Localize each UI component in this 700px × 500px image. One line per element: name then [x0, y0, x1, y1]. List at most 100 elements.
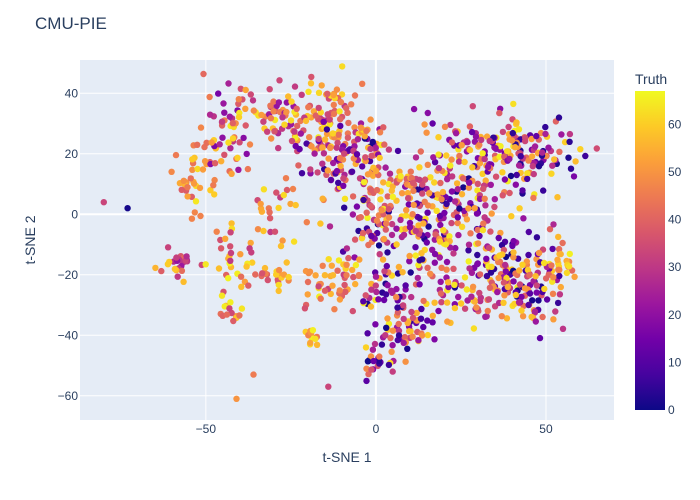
scatter-point[interactable] [307, 80, 315, 87]
scatter-point[interactable] [416, 215, 424, 222]
scatter-point[interactable] [225, 139, 232, 146]
scatter-point[interactable] [164, 244, 172, 251]
scatter-point[interactable] [496, 252, 503, 259]
scatter-point[interactable] [437, 290, 445, 297]
scatter-point[interactable] [201, 158, 209, 165]
scatter-point[interactable] [542, 123, 549, 131]
scatter-point[interactable] [187, 175, 194, 182]
scatter-point[interactable] [377, 196, 384, 203]
scatter-point[interactable] [511, 144, 519, 151]
scatter-point[interactable] [349, 211, 357, 218]
scatter-point[interactable] [463, 216, 471, 223]
scatter-point[interactable] [216, 141, 223, 148]
scatter-point[interactable] [351, 236, 359, 243]
scatter-point[interactable] [234, 154, 241, 161]
scatter-point[interactable] [368, 366, 375, 373]
scatter-point[interactable] [230, 317, 237, 325]
scatter-point[interactable] [570, 173, 578, 180]
scatter-point[interactable] [405, 201, 412, 208]
scatter-point[interactable] [259, 270, 266, 277]
scatter-point[interactable] [246, 141, 254, 148]
scatter-point[interactable] [431, 250, 439, 258]
scatter-point[interactable] [582, 152, 589, 160]
scatter-point[interactable] [369, 138, 376, 146]
scatter-point[interactable] [498, 313, 505, 320]
scatter-point[interactable] [321, 287, 329, 294]
scatter-point[interactable] [577, 146, 584, 153]
scatter-point[interactable] [311, 150, 318, 157]
scatter-point[interactable] [444, 318, 451, 325]
scatter-point[interactable] [436, 238, 444, 245]
scatter-point[interactable] [275, 266, 283, 274]
scatter-point[interactable] [247, 91, 254, 98]
scatter-point[interactable] [348, 168, 356, 175]
scatter-point[interactable] [512, 291, 520, 299]
scatter-point[interactable] [326, 116, 333, 123]
scatter-point[interactable] [365, 241, 372, 249]
scatter-point[interactable] [498, 241, 506, 249]
scatter-point[interactable] [535, 163, 543, 170]
scatter-point[interactable] [458, 142, 465, 149]
scatter-point[interactable] [528, 313, 535, 321]
scatter-point[interactable] [362, 292, 369, 299]
scatter-point[interactable] [550, 316, 557, 323]
scatter-point[interactable] [413, 309, 420, 317]
scatter-point[interactable] [526, 290, 534, 297]
scatter-point[interactable] [203, 139, 210, 146]
scatter-point[interactable] [333, 86, 341, 93]
scatter-point[interactable] [410, 105, 418, 113]
scatter-point[interactable] [482, 202, 489, 209]
scatter-point[interactable] [566, 130, 574, 138]
scatter-point[interactable] [459, 175, 467, 182]
scatter-point[interactable] [466, 123, 474, 130]
scatter-point[interactable] [465, 205, 472, 212]
scatter-point[interactable] [461, 274, 469, 281]
scatter-point[interactable] [419, 256, 426, 263]
scatter-point[interactable] [327, 144, 334, 151]
scatter-point[interactable] [287, 117, 295, 124]
scatter-point[interactable] [388, 220, 396, 228]
scatter-point[interactable] [433, 207, 440, 214]
scatter-point[interactable] [499, 169, 506, 176]
scatter-point[interactable] [215, 90, 222, 97]
scatter-point[interactable] [293, 105, 300, 113]
scatter-point[interactable] [383, 262, 390, 270]
scatter-point[interactable] [499, 192, 506, 199]
scatter-point[interactable] [424, 161, 431, 168]
scatter-point[interactable] [389, 368, 396, 375]
scatter-point[interactable] [352, 280, 359, 288]
scatter-point[interactable] [183, 253, 190, 260]
scatter-point[interactable] [478, 136, 485, 144]
scatter-point[interactable] [540, 187, 547, 194]
scatter-point[interactable] [266, 215, 274, 222]
scatter-point[interactable] [435, 307, 442, 315]
scatter-point[interactable] [532, 273, 539, 280]
scatter-point[interactable] [277, 242, 285, 250]
scatter-point[interactable] [415, 337, 422, 344]
scatter-point[interactable] [471, 205, 478, 212]
scatter-point[interactable] [423, 239, 430, 246]
scatter-point[interactable] [409, 211, 416, 218]
scatter-point[interactable] [542, 130, 549, 138]
scatter-point[interactable] [487, 269, 495, 276]
scatter-point[interactable] [226, 113, 233, 120]
scatter-point[interactable] [495, 234, 502, 242]
scatter-point[interactable] [275, 287, 282, 295]
scatter-point[interactable] [395, 263, 403, 271]
scatter-point[interactable] [180, 177, 187, 184]
scatter-point[interactable] [469, 164, 476, 171]
scatter-point[interactable] [480, 220, 487, 227]
scatter-point[interactable] [563, 269, 571, 277]
scatter-point[interactable] [546, 226, 554, 233]
scatter-point[interactable] [500, 299, 507, 306]
scatter-point[interactable] [237, 251, 244, 258]
scatter-point[interactable] [550, 274, 557, 281]
scatter-point[interactable] [458, 282, 465, 289]
scatter-point[interactable] [388, 187, 395, 194]
scatter-point[interactable] [329, 130, 337, 137]
scatter-point[interactable] [229, 120, 236, 127]
scatter-point[interactable] [408, 293, 415, 301]
scatter-point[interactable] [359, 80, 366, 88]
scatter-point[interactable] [412, 227, 419, 235]
scatter-point[interactable] [305, 104, 312, 111]
